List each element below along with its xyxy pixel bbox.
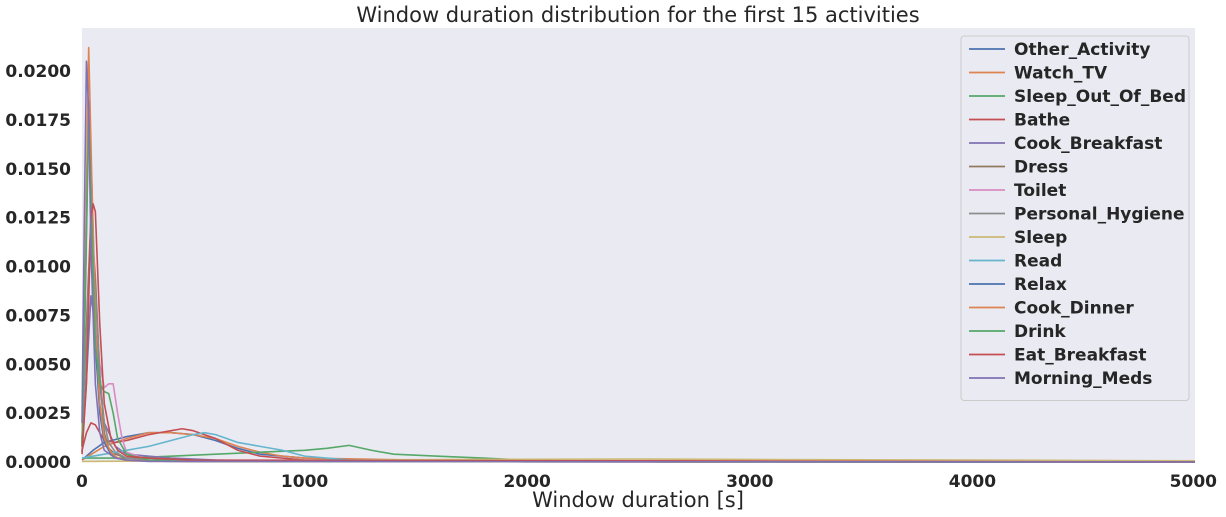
legend-label: Drink bbox=[1014, 322, 1066, 342]
legend-label: Eat_Breakfast bbox=[1014, 346, 1146, 366]
legend-label: Toilet bbox=[1014, 181, 1066, 201]
legend-label: Sleep bbox=[1014, 228, 1067, 248]
x-tick-label: 1000 bbox=[281, 472, 328, 492]
series-lines bbox=[81, 46, 1196, 463]
legend-label: Sleep_Out_Of_Bed bbox=[1014, 87, 1186, 107]
series-line-morning-meds bbox=[81, 60, 1196, 463]
x-tick-label: 2000 bbox=[504, 472, 551, 492]
y-axis: 0.0000 0.0025 0.0050 0.0075 0.0100 0.0125 0.01… bbox=[5, 62, 71, 473]
legend-label: Cook_Breakfast bbox=[1014, 134, 1162, 154]
x-axis: 0 1000 2000 3000 4000 5000 bbox=[76, 472, 1217, 492]
x-axis-label: Window duration [s] bbox=[532, 488, 744, 512]
legend-label: Relax bbox=[1014, 275, 1067, 295]
legend-frame bbox=[960, 35, 1190, 401]
y-tick-label: 0.0150 bbox=[5, 160, 71, 180]
series-line-read bbox=[81, 431, 1196, 463]
legend-label: Morning_Meds bbox=[1014, 369, 1152, 389]
y-tick-label: 0.0000 bbox=[5, 453, 71, 473]
y-tick-label: 0.0125 bbox=[5, 209, 71, 229]
series-line-bathe bbox=[81, 422, 1196, 463]
legend-label: Personal_Hygiene bbox=[1014, 205, 1185, 225]
legend-label: Other_Activity bbox=[1014, 40, 1150, 60]
x-tick-label: 4000 bbox=[949, 472, 996, 492]
y-tick-label: 0.0100 bbox=[5, 258, 71, 278]
y-tick-label: 0.0025 bbox=[5, 404, 71, 424]
legend-label: Cook_Dinner bbox=[1014, 299, 1134, 319]
chart-title: Window duration distribution for the fir… bbox=[356, 3, 919, 27]
legend-label: Dress bbox=[1014, 158, 1068, 178]
y-tick-label: 0.0075 bbox=[5, 306, 71, 326]
legend: Other_Activity Watch_TV Sleep_Out_Of_Bed Ba… bbox=[960, 35, 1190, 401]
legend-label: Bathe bbox=[1014, 111, 1070, 131]
x-tick-label: 0 bbox=[76, 472, 88, 492]
y-tick-label: 0.0175 bbox=[5, 111, 71, 131]
y-tick-label: 0.0050 bbox=[5, 355, 71, 375]
x-tick-label: 5000 bbox=[1170, 472, 1217, 492]
legend-label: Read bbox=[1014, 252, 1062, 272]
legend-label: Watch_TV bbox=[1014, 64, 1108, 84]
y-tick-label: 0.0200 bbox=[5, 62, 71, 82]
x-tick-label: 3000 bbox=[726, 472, 773, 492]
